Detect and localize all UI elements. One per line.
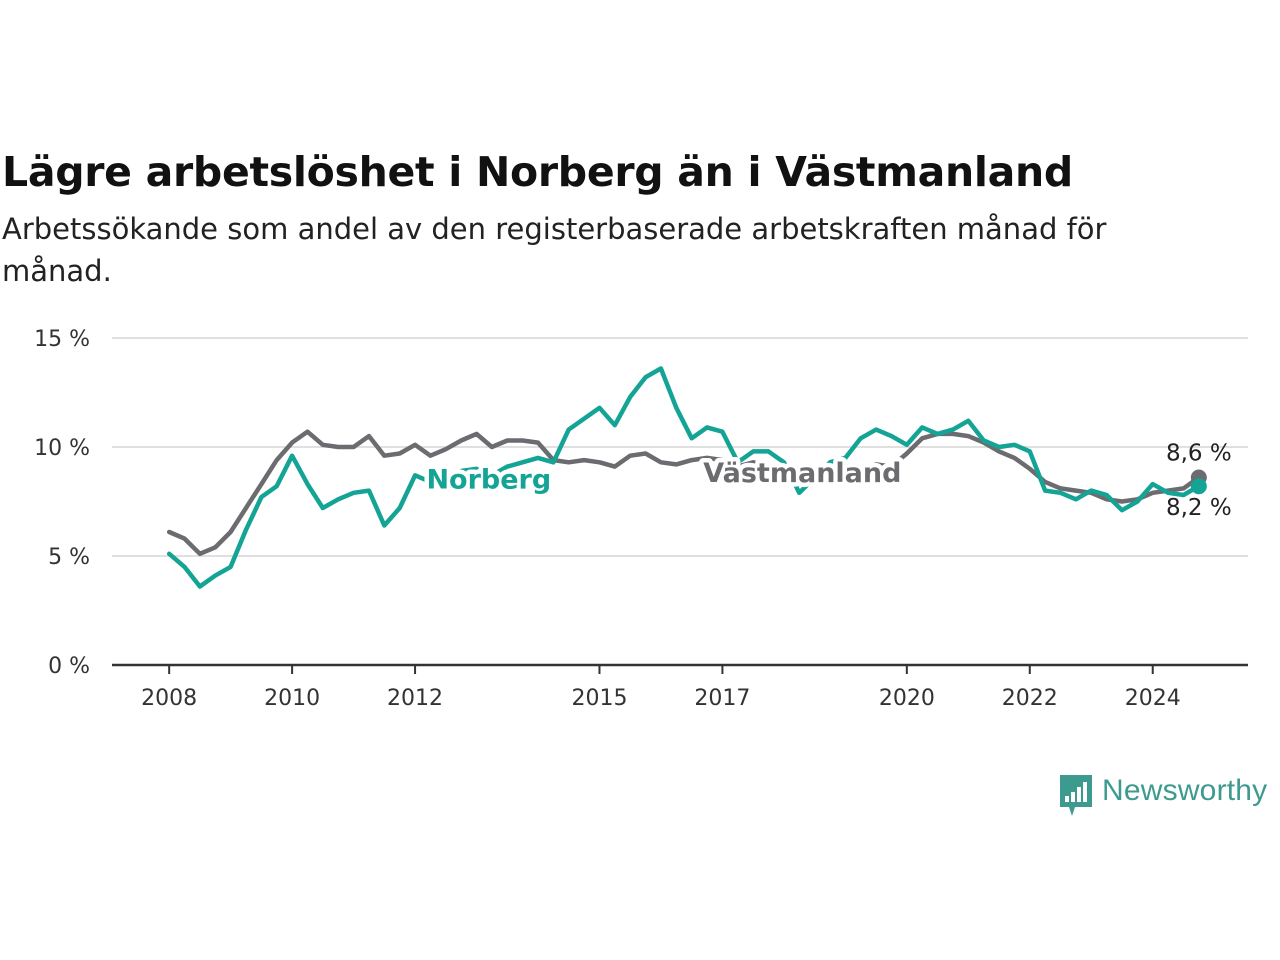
y-tick-label: 15 % — [34, 327, 90, 352]
line-annotations: 8,6 % 8,2 % Norberg Västmanland — [422, 441, 1232, 522]
newsworthy-logo: Newsworthy — [1058, 773, 1267, 819]
chart-title: Lägre arbetslöshet i Norberg än i Västma… — [2, 148, 1073, 196]
x-tick-label: 2015 — [571, 686, 627, 711]
logo-text: Newsworthy — [1102, 774, 1268, 807]
x-tick-label: 2017 — [694, 686, 750, 711]
series-label-västmanland: Västmanland — [703, 458, 901, 489]
x-tick-label: 2022 — [1002, 686, 1058, 711]
x-tick-label: 2012 — [387, 686, 443, 711]
gridlines: 0 % 5 % 10 % 15 % — [34, 327, 1248, 679]
y-tick-label: 10 % — [34, 436, 90, 461]
x-tick-label: 2008 — [141, 686, 197, 711]
x-tick-label: 2020 — [879, 686, 935, 711]
y-tick-label: 0 % — [48, 654, 90, 679]
final-value-label: 8,2 % — [1166, 495, 1232, 521]
final-value-label: 8,6 % — [1166, 441, 1232, 467]
chart-subtitle: Arbetssökande som andel av den registerb… — [2, 212, 1107, 288]
y-tick-label: 5 % — [48, 545, 90, 570]
bar-chart-speech-bubble-icon — [1060, 775, 1092, 816]
series-lines — [166, 366, 1207, 589]
series-label-norberg: Norberg — [426, 464, 551, 495]
x-axis: 2008 2010 2012 2015 2017 2020 2022 2024 — [112, 663, 1248, 711]
series-line-västmanland — [166, 429, 1202, 557]
end-marker-norberg — [1190, 478, 1207, 495]
series-line-norberg — [166, 366, 1202, 589]
x-tick-label: 2024 — [1125, 686, 1181, 711]
x-tick-label: 2010 — [264, 686, 320, 711]
